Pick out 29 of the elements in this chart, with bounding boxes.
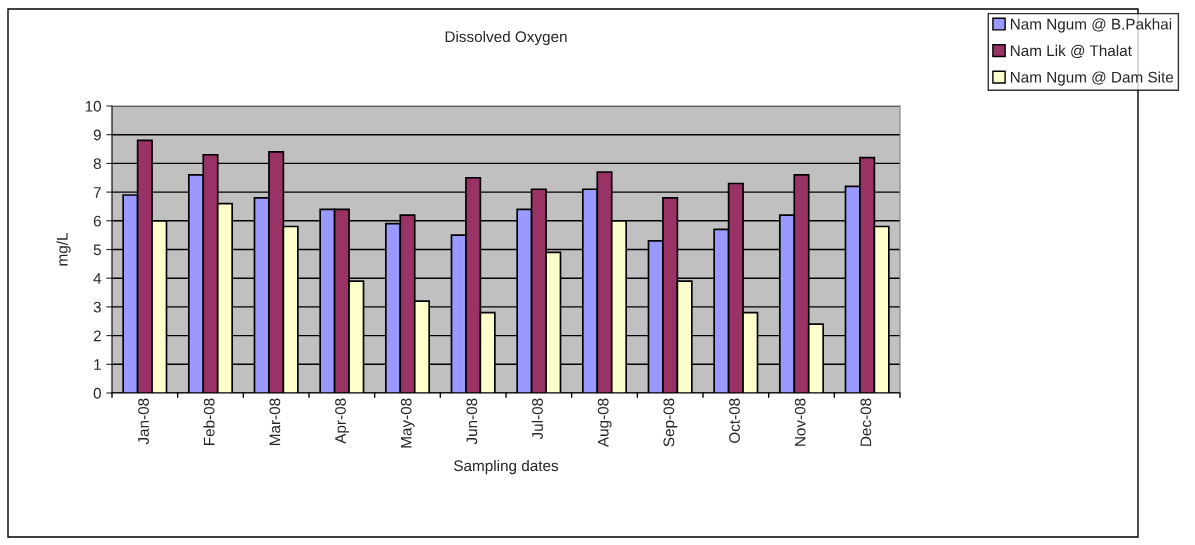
x-tick-label: Aug-08 xyxy=(597,398,612,448)
y-tick-label: 9 xyxy=(93,129,101,141)
y-tick-label: 5 xyxy=(93,244,101,256)
x-tick-label: Jul-08 xyxy=(531,398,543,440)
x-tick-label: May-08 xyxy=(400,398,415,448)
x-tick-label: Apr-08 xyxy=(335,398,349,444)
x-axis-title: Sampling dates xyxy=(454,459,559,475)
x-tick-label: Jan-08 xyxy=(138,398,149,445)
x-tick-label: Dec-08 xyxy=(860,398,872,446)
y-tick-label: 1 xyxy=(94,359,101,370)
legend-label: Nam Ngum @ Dam Site xyxy=(1010,71,1174,86)
y-tick-label: 0 xyxy=(93,387,101,399)
x-tick-label: Sep-08 xyxy=(663,398,678,447)
x-tick-label: Feb-08 xyxy=(203,398,215,446)
x-tick-label: Nov-08 xyxy=(794,398,806,446)
y-tick-label: 3 xyxy=(93,301,101,313)
x-tick-label: Jun-08 xyxy=(466,398,478,445)
legend-label: Nam Lik @ Thalat xyxy=(1010,44,1132,59)
x-tick-label: Mar-08 xyxy=(269,398,281,445)
legend-label: Nam Ngum @ B.Pakhai xyxy=(1010,18,1172,33)
y-axis-title: mg/L xyxy=(56,233,71,266)
x-tick-label: Oct-08 xyxy=(729,398,740,443)
y-tick-label: 6 xyxy=(93,215,101,227)
y-tick-label: 4 xyxy=(93,273,102,284)
chart-title: Dissolved Oxygen xyxy=(445,30,567,46)
y-tick-label: 8 xyxy=(93,158,101,170)
y-tick-label: 7 xyxy=(93,187,101,198)
y-tick-label: 10 xyxy=(85,100,101,112)
y-tick-label: 2 xyxy=(93,330,101,342)
